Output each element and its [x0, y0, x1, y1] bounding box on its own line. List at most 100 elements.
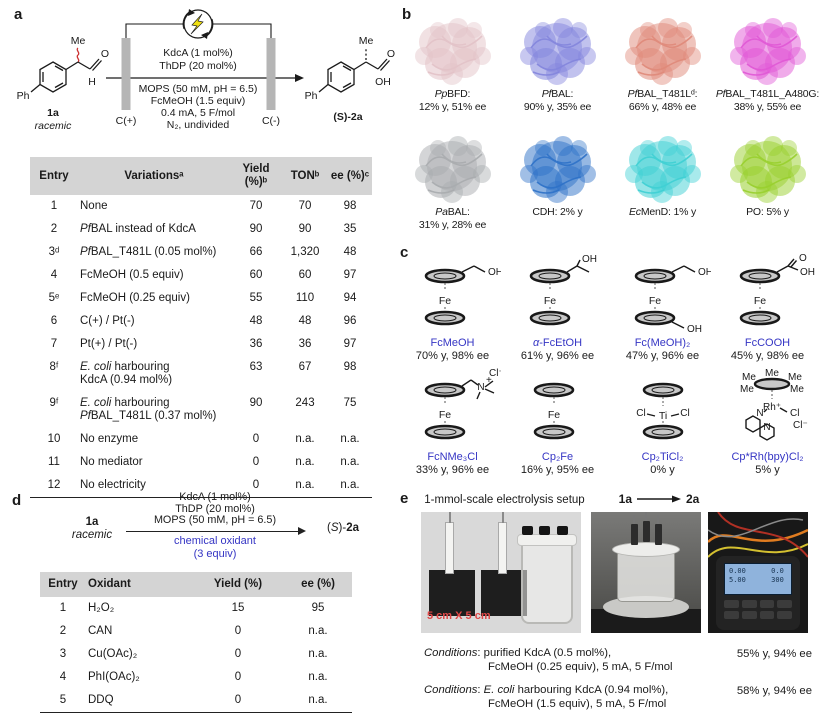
cell-yield: 60 — [249, 269, 263, 281]
cell-entry: 2 — [59, 625, 67, 637]
protein-card: PfBAL: 90% y, 35% ee — [505, 14, 610, 132]
cell-ton: 70 — [298, 200, 312, 212]
panel-label-d: d — [12, 492, 22, 509]
svg-text:Fe: Fe — [547, 409, 559, 421]
cell-oxidant: H₂O₂ — [88, 602, 115, 614]
cell-variation: C(+) / Pt(-) — [80, 315, 135, 327]
protein-caption: PaBAL: 31% y, 28% ee — [418, 206, 487, 231]
reaction-arrow — [126, 526, 306, 535]
panel-label-a: a — [14, 6, 23, 23]
cell-yield: 0 — [234, 648, 242, 660]
cell-oxidant: CAN — [88, 625, 113, 637]
protein-caption: PO: 5% y — [746, 206, 789, 218]
protein-structure-image — [728, 17, 807, 86]
cell-yield: 0 — [234, 625, 242, 637]
mediator-stats: 0% y — [650, 464, 675, 476]
protein-structure-image — [623, 17, 702, 86]
mediator-name: Cp₂Fe — [541, 451, 574, 463]
cell-entry: 5ᵉ — [48, 292, 60, 304]
svg-text:N: N — [477, 382, 484, 393]
mediator-structure: N+ Cl⁻ Fe — [424, 368, 501, 440]
cathode-label: C(-) — [262, 115, 280, 127]
svg-text:Ph: Ph — [17, 90, 30, 102]
cell-variation: No enzyme — [80, 433, 139, 445]
protein-card: PpBFD: 12% y, 51% ee — [400, 14, 505, 132]
cell-yield: 0 — [234, 671, 242, 683]
svg-text:O: O — [799, 254, 807, 264]
protein-card: PaBAL: 31% y, 28% ee — [400, 132, 505, 244]
cell-ee: 97 — [343, 338, 357, 350]
table-row: 1 None 70 70 98 — [30, 195, 372, 218]
cell-ee: n.a. — [340, 479, 360, 491]
protein-caption: PfBAL_T481Lᵈ: 66% y, 48% ee — [627, 88, 698, 113]
cell-entry: 3ᵈ — [48, 246, 60, 258]
col-yield: Yield (%) — [192, 572, 284, 597]
svg-text:+: + — [486, 375, 492, 386]
cell-entry: 2 — [50, 223, 58, 235]
table-row: 2 CAN 0 n.a. — [40, 620, 352, 643]
mediator-card: OH Fe OH Fc(MeOH)₂ 47% y, 96% ee — [610, 254, 715, 368]
cell-entry: 4 — [59, 671, 67, 683]
panel-label-c: c — [400, 244, 409, 261]
lid-knob — [557, 526, 568, 535]
mediator-stats: 5% y — [755, 464, 780, 476]
panel-e: 1-mmol-scale electrolysis setup 1a 2a 5 … — [396, 492, 822, 720]
table-row: 5ᵉ FcMeOH (0.25 equiv) 55 110 94 — [30, 287, 372, 310]
mediator-stats: 33% y, 96% ee — [415, 464, 490, 476]
cell-ton: 48 — [298, 315, 312, 327]
col-ee: ee (%)ᶜ — [328, 157, 372, 195]
protein-caption: PpBFD: 12% y, 51% ee — [418, 88, 487, 113]
arrow-icon — [637, 495, 681, 503]
cell-ton: n.a. — [295, 479, 315, 491]
cell-yield: 0 — [252, 433, 260, 445]
cathode-electrode — [266, 38, 276, 110]
svg-text:Fe: Fe — [438, 409, 450, 421]
cell-entry: 11 — [48, 456, 60, 468]
mediator-stats: 47% y, 96% ee — [625, 350, 700, 362]
svg-text:OH: OH — [582, 254, 597, 265]
cell-ton: 67 — [298, 361, 312, 373]
cell-ee: 95 — [311, 602, 325, 614]
lid-knob — [539, 526, 550, 535]
condition-line: MOPS (50 mM, pH = 6.5) — [153, 514, 277, 526]
table-row: 10 No enzyme 0 n.a. n.a. — [30, 428, 372, 451]
cell-body — [617, 550, 675, 602]
cell-yield: 0 — [252, 456, 260, 468]
device-screen: 0.00 0.0 5.00 300 — [724, 563, 792, 595]
mediator-stats: 70% y, 98% ee — [415, 350, 490, 362]
svg-text:N: N — [756, 408, 763, 419]
protein-structure-image — [413, 17, 492, 86]
panel-label-e: e — [400, 490, 409, 507]
cell-ee: 98 — [343, 361, 357, 373]
protein-card: CDH: 2% y — [505, 132, 610, 244]
cell-ee: 97 — [343, 269, 357, 281]
cell-oxidant: Cu(OAc)₂ — [88, 648, 138, 660]
conditions-line: FcMeOH (0.25 equiv), 5 mA, 5 F/mol — [488, 661, 673, 673]
panel-b: PpBFD: 12% y, 51% ee PfBAL: 90% y, 35% e… — [396, 14, 822, 244]
cell-ton: n.a. — [295, 456, 315, 468]
cell-ton: 60 — [298, 269, 312, 281]
condition-line: ThDP (20 mol%) — [159, 60, 236, 72]
svg-text:Me: Me — [742, 372, 756, 383]
condition-line: N₂, undivided — [167, 119, 230, 131]
cell-ee: n.a. — [308, 648, 328, 660]
protein-caption: CDH: 2% y — [532, 206, 583, 218]
electrode-base — [481, 570, 527, 616]
cell-yield: 55 — [249, 292, 263, 304]
cell-ee: 75 — [343, 397, 357, 409]
cell-electrode — [631, 515, 638, 545]
reactant-label: 1a — [85, 516, 99, 528]
table-row: 4 PhI(OAc)₂ 0 n.a. — [40, 666, 352, 689]
svg-text:OH: OH — [488, 267, 501, 278]
col-yield: Yield (%)ᵇ — [230, 157, 282, 195]
protein-card: EcMenD: 1% y — [610, 132, 715, 244]
mediator-stats: 61% y, 96% ee — [520, 350, 595, 362]
col-entry: Entry — [40, 572, 86, 597]
lid-knob — [522, 526, 533, 535]
cell-electrode — [643, 512, 650, 542]
condition-line: KdcA (1 mol%) — [179, 491, 251, 503]
svg-text:Ph: Ph — [305, 90, 318, 102]
col-ee: ee (%) — [284, 572, 352, 597]
cell-variation: No mediator — [80, 456, 143, 468]
cell-ton: 90 — [298, 223, 312, 235]
